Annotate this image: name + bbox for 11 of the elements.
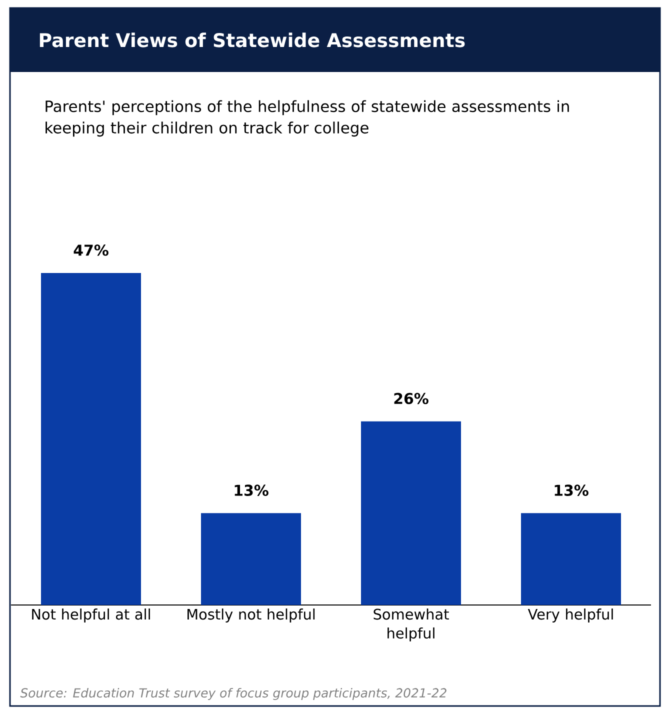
source-note: Source: Education Trust survey of focus group participants, 2021-22 <box>20 688 446 700</box>
data-label: 47% <box>74 244 108 256</box>
x-tick-label: Not helpful at all <box>32 608 150 622</box>
x-tick-label: Very helpful <box>528 608 613 622</box>
data-label: 13% <box>554 484 588 496</box>
chart-subtitle: Parents' perceptions of the helpfulness of statewide assessments in keeping their children on track for college <box>46 100 569 137</box>
chart-title: Parent Views of Statewide Assessments <box>40 32 465 48</box>
data-label: 26% <box>394 392 428 404</box>
data-label: 13% <box>234 484 268 496</box>
x-tick-label: Somewhat helpful <box>374 608 449 642</box>
x-tick-label: Mostly not helpful <box>188 608 315 622</box>
